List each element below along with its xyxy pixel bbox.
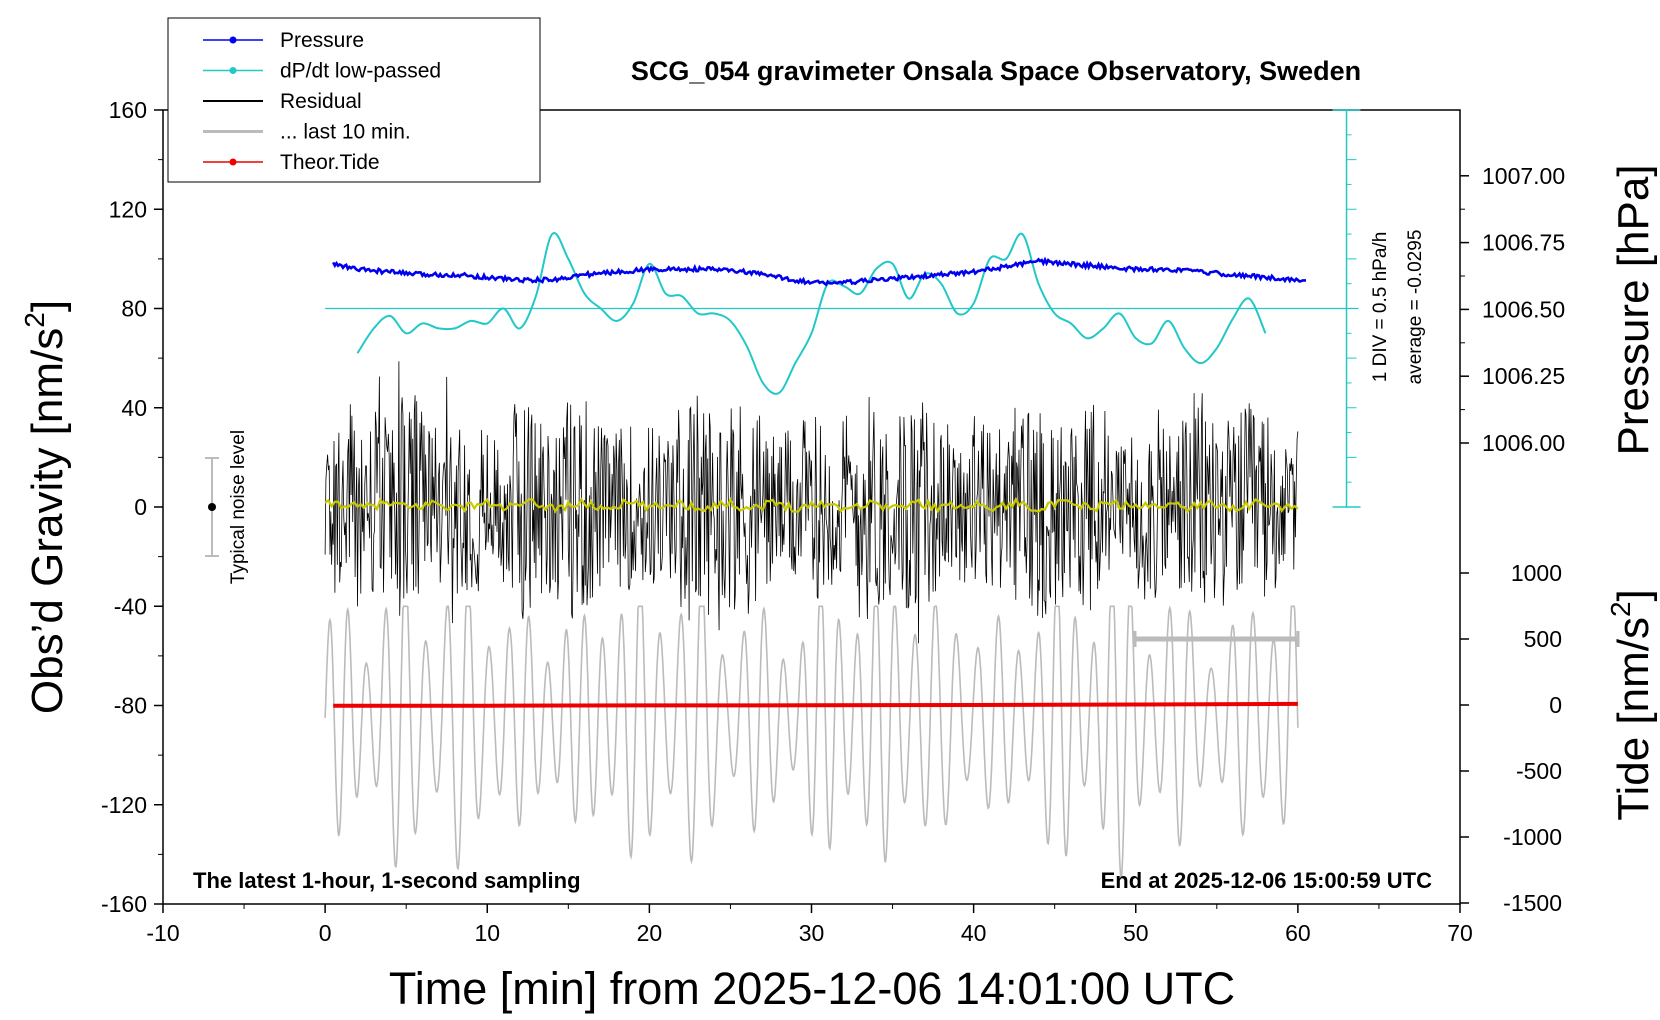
last-10-min-bracket [1133, 631, 1300, 647]
pressure-series [332, 256, 1306, 287]
grey-oscillation-series [324, 605, 1299, 879]
tide-tick-label: 0 [1549, 692, 1562, 718]
x-tick-label: 70 [1447, 920, 1473, 946]
x-axis-label: Time [min] from 2025-12-06 14:01:00 UTC [389, 963, 1235, 1014]
last-10-min-series [324, 496, 1299, 514]
x-axis: -10 0 10 20 30 40 50 60 70 [146, 904, 1473, 946]
dpdt-line [356, 231, 1267, 395]
legend-label: Pressure [280, 29, 364, 52]
dpdt-average-label: average = -0.0295 [1405, 230, 1426, 385]
x-tick-label: -10 [146, 920, 179, 946]
tide-tick-label: -1500 [1503, 890, 1562, 916]
theor-tide-series [333, 701, 1298, 708]
y-tick-label: -160 [101, 891, 147, 917]
left-axis-label: Obs’d Gravity [nm/s2] [19, 300, 72, 714]
y-tick-label: -80 [114, 693, 147, 719]
legend-marker [229, 158, 237, 166]
dpdt-scale-bar [325, 109, 1361, 508]
y-tick-label: 160 [109, 97, 147, 123]
legend-label: Theor.Tide [280, 151, 380, 174]
sampling-note: The latest 1-hour, 1-second sampling [193, 868, 581, 893]
grey-oscillation-line [324, 605, 1299, 879]
tide-tick-label: 1000 [1511, 560, 1562, 586]
noise-level-label: Typical noise level [228, 430, 249, 584]
pressure-tick-label: 1006.50 [1482, 296, 1565, 322]
yellow-line [324, 496, 1299, 514]
pressure-tick-label: 1006.25 [1482, 363, 1565, 389]
noise-level-indicator [205, 457, 219, 557]
dpdt-series [356, 231, 1267, 395]
legend-marker [229, 36, 237, 44]
x-tick-label: 0 [319, 920, 332, 946]
pressure-axis: 1006.00 1006.25 1006.50 1006.75 1007.00 [1460, 163, 1565, 456]
residual-line [324, 361, 1299, 644]
residual-series [324, 361, 1299, 644]
tide-axis: -1500 -1000 -500 0 500 1000 [1460, 560, 1562, 916]
x-tick-label: 30 [799, 920, 825, 946]
x-tick-label: 50 [1123, 920, 1149, 946]
x-tick-label: 20 [637, 920, 663, 946]
x-tick-label: 10 [474, 920, 500, 946]
y-tick-label: 80 [121, 296, 147, 322]
pressure-axis-label: Pressure [hPa] [1609, 164, 1658, 455]
y-tick-label: 120 [109, 196, 147, 222]
y-tick-label: 0 [134, 494, 147, 520]
dpdt-scale-label: 1 DIV = 0.5 hPa/h [1370, 232, 1391, 383]
pressure-tick-label: 1007.00 [1482, 163, 1565, 189]
end-time-note: End at 2025-12-06 15:00:59 UTC [1101, 868, 1432, 893]
pressure-tick-label: 1006.00 [1482, 430, 1565, 456]
y-tick-label: -120 [101, 792, 147, 818]
legend-label: ... last 10 min. [280, 121, 411, 144]
gravity-axis: -160 -120 -80 -40 0 40 80 120 160 [101, 97, 163, 917]
x-tick-label: 40 [961, 920, 987, 946]
tide-tick-label: -1000 [1503, 824, 1562, 850]
tide-axis-label: Tide [nm/s2] [1605, 589, 1658, 821]
legend-marker [229, 67, 237, 74]
theor-tide-line [333, 701, 1298, 708]
legend-label: dP/dt low-passed [280, 60, 441, 83]
tide-tick-label: -500 [1516, 758, 1562, 784]
legend-label: Residual [280, 90, 362, 113]
y-tick-label: 40 [121, 395, 147, 421]
pressure-line [332, 256, 1306, 287]
y-tick-label: -40 [114, 593, 147, 619]
chart-title: SCG_054 gravimeter Onsala Space Observat… [631, 56, 1361, 86]
tide-tick-label: 500 [1524, 626, 1562, 652]
pressure-tick-label: 1006.75 [1482, 230, 1565, 256]
legend: Pressure dP/dt low-passed Residual ... last… [167, 17, 541, 183]
x-tick-label: 60 [1285, 920, 1311, 946]
